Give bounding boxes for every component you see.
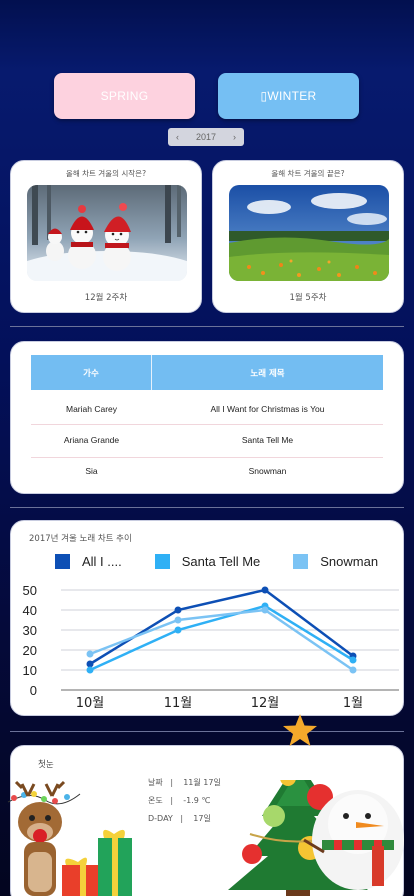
spring-button[interactable]: SPRING	[54, 73, 195, 119]
data-point	[174, 626, 182, 634]
chart-legend: All I .... Santa Tell Me Snowman	[55, 554, 378, 569]
song-table: 가수 노래 제목 Mariah Carey All I Want for Chr…	[10, 341, 404, 494]
winter-end-week: 1월 5주차	[289, 293, 327, 303]
winter-end-card: 올해 차트 겨울의 끝은? 1월 5주차	[212, 160, 404, 313]
series-line	[89, 604, 354, 672]
legend-label: Snowman	[320, 554, 379, 569]
legend-swatch	[293, 554, 309, 569]
legend-label: Santa Tell Me	[181, 554, 261, 569]
row-divider	[31, 457, 383, 458]
title-cell: Snowman	[248, 466, 287, 476]
temperature-info: 온도 | -1.9 ℃	[148, 796, 211, 805]
legend-item[interactable]: Snowman	[293, 554, 378, 569]
previous-year-button[interactable]: ‹	[176, 132, 179, 142]
data-point	[349, 656, 357, 664]
meadow-photo	[229, 185, 389, 281]
artist-cell: Ariana Grande	[63, 435, 120, 445]
artist-column-header: 가수	[31, 355, 152, 390]
table-row[interactable]: Sia Snowman	[31, 459, 383, 483]
year-selector: ‹ 2017 ›	[168, 128, 244, 146]
legend-swatch	[154, 554, 170, 569]
winter-start-question: 올해 차트 겨울의 시작은?	[65, 169, 147, 178]
data-point	[86, 650, 94, 658]
winter-start-card: 올해 차트 겨울의 시작은?	[10, 160, 202, 313]
artist-cell: Mariah Carey	[65, 403, 118, 414]
chart-card: 2017년 겨울 노래 차트 추이 All I .... Santa Tell …	[10, 520, 404, 716]
title-column-header: 노래 제목	[250, 368, 285, 379]
dday-info: D-DAY | 17일	[148, 814, 211, 823]
artist-cell: Sia	[85, 466, 98, 476]
y-tick-label: 0	[30, 683, 37, 698]
y-tick-label: 20	[23, 643, 37, 658]
data-point	[86, 666, 94, 674]
next-year-button[interactable]: ›	[233, 132, 236, 142]
y-tick-label: 10	[23, 663, 37, 678]
title-cell: All I Want for Christmas is You	[210, 403, 325, 414]
winter-button[interactable]: ▯WINTER	[218, 73, 359, 119]
season-toggle: SPRING ▯WINTER	[0, 73, 414, 119]
christmas-decoration	[0, 760, 414, 896]
data-point	[349, 666, 357, 674]
antler	[14, 780, 36, 797]
x-tick-label: 12월	[251, 696, 280, 711]
legend-swatch	[55, 554, 70, 569]
y-tick-label: 40	[23, 603, 37, 618]
winter-end-question: 올해 차트 겨울의 끝은?	[271, 169, 345, 178]
row-divider	[31, 424, 383, 425]
legend-label: All I ....	[82, 554, 122, 569]
table-row[interactable]: Mariah Carey All I Want for Christmas is…	[31, 393, 383, 424]
section-divider	[10, 326, 404, 327]
section-divider	[10, 507, 404, 508]
star-icon	[282, 713, 318, 749]
data-point	[174, 616, 182, 624]
first-snow-title: 첫눈	[38, 760, 54, 770]
y-tick-label: 50	[23, 583, 37, 598]
data-point	[261, 606, 269, 614]
data-point	[86, 660, 94, 668]
year-value: 2017	[195, 132, 217, 142]
data-point	[174, 606, 182, 614]
section-divider	[10, 731, 404, 732]
y-tick-label: 30	[23, 623, 37, 638]
line-chart: 0 10 20 30 40 50 10월 11월 12월 1월	[23, 583, 399, 711]
legend-item[interactable]: Santa Tell Me	[154, 554, 261, 569]
legend-item[interactable]: All I ....	[55, 554, 122, 569]
x-tick-label: 11월	[164, 696, 193, 711]
x-tick-label: 10월	[76, 696, 105, 711]
winter-start-week: 12월 2주차	[84, 293, 128, 303]
date-info: 날짜 | 11월 17일	[148, 778, 221, 787]
x-tick-label: 1월	[343, 696, 363, 711]
chart-title: 2017년 겨울 노래 차트 추이	[29, 534, 132, 544]
snowman-photo	[27, 185, 187, 281]
title-cell: Santa Tell Me	[241, 435, 294, 445]
table-header: 가수 노래 제목	[31, 355, 383, 390]
data-point	[261, 586, 269, 594]
table-row[interactable]: Ariana Grande Santa Tell Me	[31, 426, 383, 454]
series-line	[89, 608, 354, 672]
